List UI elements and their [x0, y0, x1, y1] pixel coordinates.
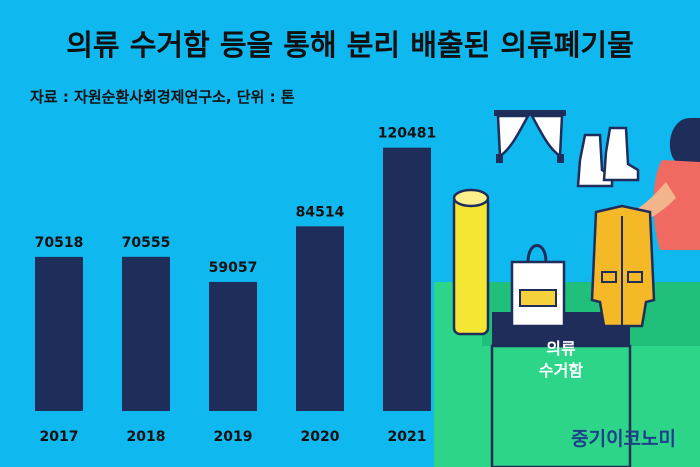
x-tick-2021: 2021: [388, 429, 427, 445]
x-tick-2018: 2018: [127, 429, 166, 445]
brand-logo: 중기이코노미: [571, 428, 676, 450]
bin-label-line2: 수거함: [538, 361, 584, 380]
bar-2019: [209, 281, 257, 411]
bar-2018: [122, 256, 170, 411]
x-tick-2017: 2017: [40, 429, 79, 445]
curtain-icon: [494, 110, 566, 163]
bars-group: 70518 2017 70555 2018 59057 2019 84514 2020 1204…: [35, 126, 437, 445]
bar-2017: [35, 256, 83, 411]
jacket-icon: [590, 204, 656, 328]
source-note: 자료 : 자원순환사회경제연구소, 단위 : 톤: [30, 88, 295, 106]
x-tick-2019: 2019: [214, 429, 253, 445]
tote-bag-icon: [510, 244, 566, 328]
clothing-bin-label: 의류 수거함: [505, 338, 617, 382]
rolled-mat-icon: [452, 188, 490, 336]
bar-2021: [383, 147, 431, 411]
data-label-2019: 59057: [209, 260, 258, 276]
data-label-2021: 120481: [378, 126, 436, 142]
boots-icon: [576, 126, 640, 188]
illustration: [434, 110, 700, 467]
bin-label-line1: 의류: [546, 339, 576, 358]
data-label-2018: 70555: [122, 235, 171, 251]
x-tick-2020: 2020: [301, 429, 340, 445]
bar-2020: [296, 226, 344, 411]
chart-title: 의류 수거함 등을 통해 분리 배출된 의류폐기물: [66, 28, 634, 62]
data-label-2017: 70518: [35, 235, 84, 251]
data-label-2020: 84514: [296, 204, 345, 220]
